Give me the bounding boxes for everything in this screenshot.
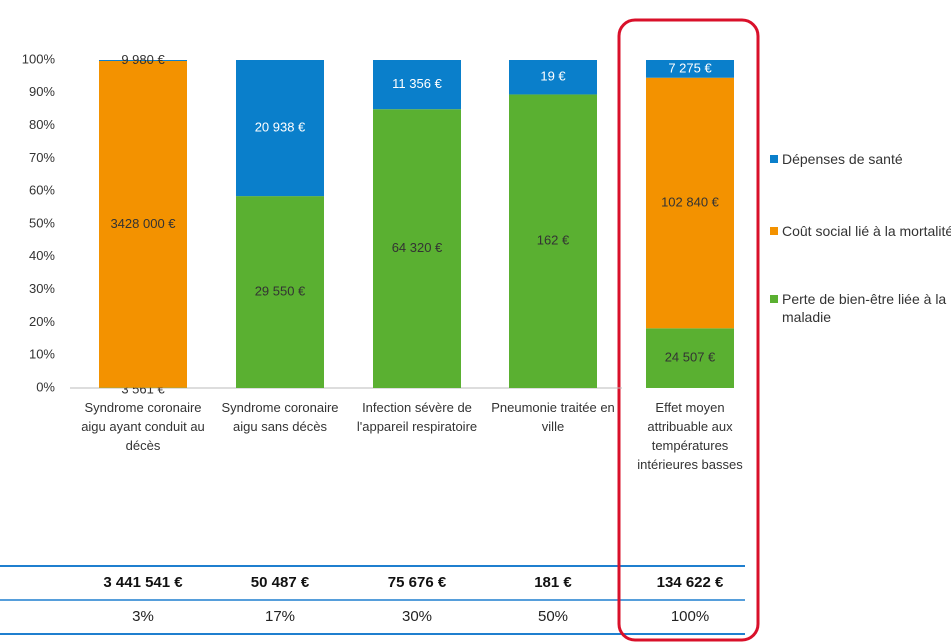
data-label: 102 840 € [661, 194, 720, 209]
y-tick-label: 10% [29, 347, 55, 362]
x-tick-label: Infection sévère de l'appareil respirato… [356, 400, 478, 434]
table-cell: 134 622 € [657, 574, 724, 591]
bar-segment [509, 94, 597, 388]
legend-swatch [770, 295, 778, 303]
y-tick-label: 60% [29, 183, 55, 198]
legend-label: Dépenses de santé [782, 151, 903, 167]
y-tick-label: 0% [36, 379, 55, 394]
y-tick-label: 90% [29, 84, 55, 99]
table-cell: 50% [538, 608, 568, 625]
bar-segment [646, 77, 734, 329]
table-cell: 181 € [534, 574, 572, 591]
legend-label: Coût social lié à la mortalité [782, 223, 951, 239]
x-tick-label: Effet moyen attribuable aux températures… [637, 400, 743, 472]
data-label: 9 980 € [121, 52, 165, 67]
table-cell: 50 487 € [251, 574, 310, 591]
legend-item: Perte de bien-être liée à la maladie [770, 290, 951, 326]
legend-label: Perte de bien-être liée à la maladie [782, 291, 947, 325]
table-cell: 30% [402, 608, 432, 625]
y-tick-label: 100% [22, 51, 56, 66]
table-cell: 3 441 541 € [103, 574, 183, 591]
data-label: 20 938 € [255, 119, 306, 134]
y-tick-label: 70% [29, 150, 55, 165]
table-cell: 17% [265, 608, 295, 625]
bar-segment [646, 328, 734, 388]
data-label: 64 320 € [392, 240, 443, 255]
data-label: 24 507 € [665, 350, 716, 365]
data-label: 19 € [540, 69, 566, 84]
bar-segment [509, 60, 597, 95]
legend-item: Coût social lié à la mortalité [770, 222, 951, 240]
bar-segment [373, 60, 461, 110]
highlight-box [617, 18, 760, 642]
bar-segment [99, 60, 187, 61]
y-tick-label: 50% [29, 215, 55, 230]
legend-swatch [770, 155, 778, 163]
table-cell: 100% [671, 608, 709, 625]
data-label: 3428 000 € [110, 216, 176, 231]
bar-segment [646, 60, 734, 78]
y-tick-label: 80% [29, 117, 55, 132]
bar-segment [373, 109, 461, 388]
table-cell: 75 676 € [388, 574, 447, 591]
bar-segment [236, 60, 324, 197]
data-label: 162 € [537, 233, 570, 248]
data-label: 7 275 € [668, 60, 712, 75]
data-label: 11 356 € [392, 76, 442, 91]
legend-swatch [770, 227, 778, 235]
y-tick-label: 40% [29, 248, 55, 263]
bar-segment [236, 196, 324, 388]
x-tick-label: Syndrome coronaire aigu ayant conduit au… [81, 400, 205, 453]
x-tick-label: Pneumonie traitée en ville [491, 400, 615, 434]
legend-item: Dépenses de santé [770, 150, 951, 168]
y-tick-label: 20% [29, 314, 55, 329]
bar-segment [99, 60, 187, 388]
x-tick-label: Syndrome coronaire aigu sans décès [221, 400, 339, 434]
table-cell: 3% [132, 608, 154, 625]
data-label: 29 550 € [255, 283, 306, 298]
y-tick-label: 30% [29, 281, 55, 296]
